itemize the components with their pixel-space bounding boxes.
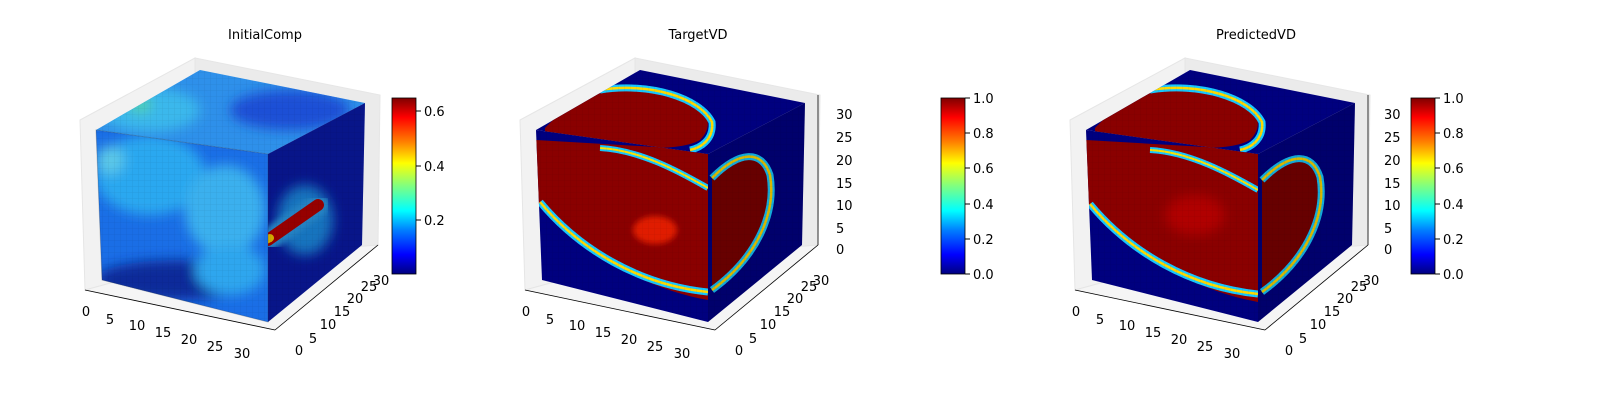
colorbar-tick-label: 0.0 bbox=[973, 268, 994, 283]
colorbar-gradient bbox=[391, 97, 417, 275]
x-tick-label: 30 bbox=[234, 347, 251, 362]
colorbar-tick-label: 0.6 bbox=[973, 162, 994, 177]
colorbar: 0.0 0.2 0.4 0.6 0.8 1.0 bbox=[1410, 92, 1464, 283]
x-tick-label: 15 bbox=[1145, 326, 1162, 341]
x-tick-label: 20 bbox=[621, 333, 638, 348]
colorbar-tick-label: 0.6 bbox=[424, 105, 445, 120]
colorbar-tick-label: 0.4 bbox=[424, 160, 445, 175]
z-tick-label: 5 bbox=[836, 222, 844, 237]
y-tick-label: 30 bbox=[813, 274, 830, 289]
x-axis: 0 5 10 15 20 25 30 bbox=[522, 289, 716, 362]
z-tick-label: 25 bbox=[836, 131, 853, 146]
x-tick-label: 25 bbox=[207, 340, 224, 355]
z-axis: 0 5 10 15 20 25 30 bbox=[1367, 95, 1401, 258]
x-tick-label: 20 bbox=[181, 333, 198, 348]
x-axis: 0 5 10 15 20 25 30 bbox=[82, 289, 276, 362]
chart-title: PredictedVD bbox=[1216, 28, 1296, 43]
x-tick-label: 0 bbox=[1072, 305, 1080, 320]
z-tick-label: 20 bbox=[1384, 154, 1401, 169]
y-tick-label: 25 bbox=[801, 280, 818, 295]
y-tick-label: 5 bbox=[749, 332, 757, 347]
y-tick-label: 20 bbox=[1337, 292, 1354, 307]
x-tick-label: 20 bbox=[1171, 333, 1188, 348]
x-tick-label: 25 bbox=[1197, 340, 1214, 355]
y-tick-label: 10 bbox=[760, 318, 777, 333]
y-tick-label: 20 bbox=[787, 292, 804, 307]
y-tick-label: 25 bbox=[361, 280, 378, 295]
y-tick-label: 5 bbox=[1299, 332, 1307, 347]
colorbar-tick-label: 0.0 bbox=[1443, 268, 1464, 283]
x-tick-label: 10 bbox=[1119, 319, 1136, 334]
y-tick-label: 15 bbox=[1324, 305, 1341, 320]
y-tick-label: 15 bbox=[774, 305, 791, 320]
colorbar-tick-label: 0.4 bbox=[973, 198, 994, 213]
colorbar-tick-label: 0.2 bbox=[424, 214, 445, 229]
x-tick-label: 5 bbox=[1096, 313, 1104, 328]
panel-targetvd: TargetVD bbox=[519, 28, 994, 362]
z-tick-label: 0 bbox=[836, 243, 844, 258]
y-tick-label: 0 bbox=[295, 344, 303, 359]
x-tick-label: 5 bbox=[106, 313, 114, 328]
x-tick-label: 10 bbox=[129, 319, 146, 334]
colorbar-gradient bbox=[1410, 97, 1436, 275]
voxel-cube bbox=[536, 70, 805, 322]
z-tick-label: 20 bbox=[836, 154, 853, 169]
x-tick-label: 30 bbox=[674, 347, 691, 362]
voxel-cube bbox=[95, 70, 365, 323]
x-tick-label: 30 bbox=[1224, 347, 1241, 362]
x-tick-label: 15 bbox=[595, 326, 612, 341]
y-tick-label: 30 bbox=[1363, 274, 1380, 289]
colorbar-tick-label: 0.2 bbox=[1443, 233, 1464, 248]
colorbar-tick-label: 0.2 bbox=[973, 233, 994, 248]
colorbar-tick-label: 1.0 bbox=[973, 92, 994, 107]
colorbar-tick-label: 0.6 bbox=[1443, 162, 1464, 177]
z-tick-label: 25 bbox=[1384, 131, 1401, 146]
y-tick-label: 30 bbox=[373, 274, 390, 289]
z-tick-label: 0 bbox=[1384, 243, 1392, 258]
x-tick-label: 10 bbox=[569, 319, 586, 334]
y-tick-label: 20 bbox=[347, 292, 364, 307]
colorbar-tick-label: 0.4 bbox=[1443, 198, 1464, 213]
panel-initialcomp: InitialComp bbox=[79, 28, 445, 362]
z-tick-label: 10 bbox=[836, 199, 853, 214]
voxel-cube bbox=[1086, 70, 1355, 322]
panel-predictedvd: PredictedVD bbox=[1069, 28, 1464, 362]
chart-title: TargetVD bbox=[667, 28, 727, 43]
z-tick-label: 5 bbox=[1384, 222, 1392, 237]
z-tick-label: 10 bbox=[1384, 199, 1401, 214]
chart-title: InitialComp bbox=[228, 28, 302, 43]
z-tick-label: 30 bbox=[1384, 108, 1401, 123]
colorbar: 0.0 0.2 0.4 0.6 0.8 1.0 bbox=[940, 92, 994, 283]
y-tick-label: 15 bbox=[334, 305, 351, 320]
z-tick-label: 15 bbox=[1384, 177, 1401, 192]
y-tick-label: 25 bbox=[1351, 280, 1368, 295]
y-axis: 0 5 10 15 20 25 30 bbox=[1264, 244, 1380, 359]
z-tick-label: 15 bbox=[836, 177, 853, 192]
y-axis: 0 5 10 15 20 25 30 bbox=[714, 244, 830, 359]
x-tick-label: 0 bbox=[82, 305, 90, 320]
y-tick-label: 0 bbox=[735, 344, 743, 359]
y-tick-label: 5 bbox=[309, 332, 317, 347]
z-axis: 0 5 10 15 20 25 30 bbox=[817, 95, 853, 258]
colorbar-tick-label: 1.0 bbox=[1443, 92, 1464, 107]
y-tick-label: 10 bbox=[320, 318, 337, 333]
colorbar-gradient bbox=[940, 97, 966, 275]
y-tick-label: 10 bbox=[1310, 318, 1327, 333]
colorbar-tick-label: 0.8 bbox=[1443, 127, 1464, 142]
colorbar: 0.2 0.4 0.6 bbox=[391, 97, 445, 275]
x-axis: 0 5 10 15 20 25 30 bbox=[1072, 289, 1266, 362]
y-tick-label: 0 bbox=[1285, 344, 1293, 359]
x-tick-label: 5 bbox=[546, 313, 554, 328]
y-axis: 0 5 10 15 20 25 30 bbox=[274, 244, 390, 359]
z-tick-label: 30 bbox=[836, 108, 853, 123]
x-tick-label: 0 bbox=[522, 305, 530, 320]
colorbar-tick-label: 0.8 bbox=[973, 127, 994, 142]
x-tick-label: 25 bbox=[647, 340, 664, 355]
x-tick-label: 15 bbox=[155, 326, 172, 341]
